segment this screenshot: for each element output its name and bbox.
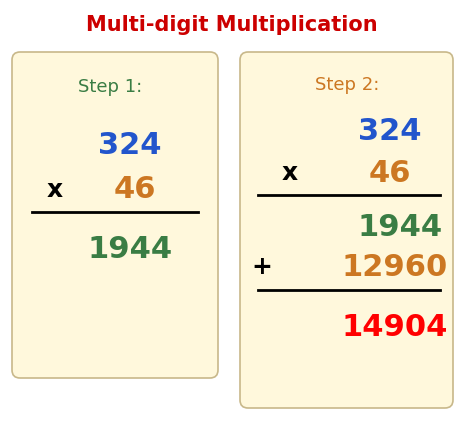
- Text: +: +: [252, 255, 272, 279]
- Text: 1944: 1944: [358, 213, 443, 242]
- Text: 12960: 12960: [342, 252, 448, 282]
- Text: 324: 324: [358, 117, 422, 146]
- Text: Step 2:: Step 2:: [315, 76, 379, 94]
- Text: Multi-digit Multiplication: Multi-digit Multiplication: [86, 15, 378, 35]
- Text: 14904: 14904: [342, 312, 448, 341]
- FancyBboxPatch shape: [240, 52, 453, 408]
- Text: 46: 46: [369, 158, 411, 187]
- Text: 1944: 1944: [87, 235, 173, 264]
- FancyBboxPatch shape: [12, 52, 218, 378]
- Text: x: x: [47, 178, 63, 202]
- Text: 46: 46: [114, 175, 156, 205]
- Text: Step 1:: Step 1:: [78, 78, 142, 96]
- Text: x: x: [282, 161, 298, 185]
- Text: 324: 324: [98, 130, 162, 159]
